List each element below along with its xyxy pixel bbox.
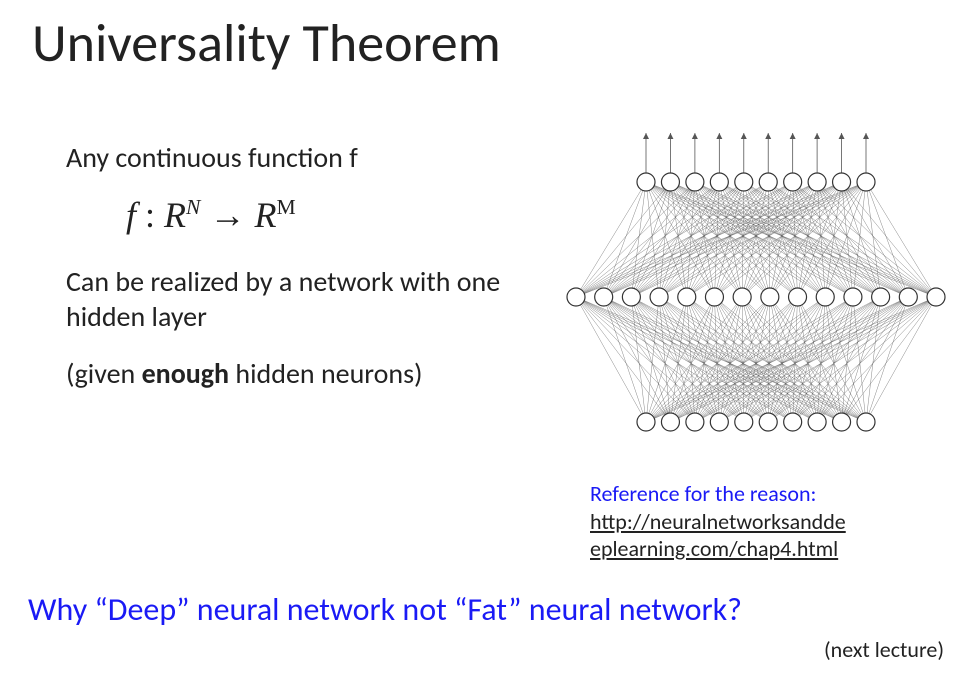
formula: f : RN → RM	[126, 193, 526, 238]
formula-R2: R	[254, 195, 276, 235]
next-lecture-note: (next lecture)	[824, 636, 944, 663]
bottom-question: Why “Deep” neural network not “Fat” neur…	[28, 590, 742, 629]
statement-line-2: Can be realized by a network with one hi…	[66, 264, 526, 334]
formula-arrow: →	[200, 195, 254, 235]
reference-block: Reference for the reason: http://neuraln…	[590, 480, 950, 563]
body-text: Any continuous function f f : RN → RM Ca…	[66, 140, 526, 391]
statement-line-3: (given enough hidden neurons)	[66, 356, 526, 391]
reference-link-line-1: http://neuralnetworksandde	[590, 508, 950, 536]
slide: Universality Theorem Any continuous func…	[0, 0, 974, 685]
formula-sup-N: N	[186, 195, 200, 219]
p3-post: hidden neurons)	[229, 356, 422, 391]
reference-label: Reference for the reason:	[590, 480, 950, 508]
neural-network-diagram	[556, 112, 956, 472]
reference-link-line-2: eplearning.com/chap4.html	[590, 535, 950, 563]
p3-pre: (given	[66, 356, 142, 391]
formula-sup-M: M	[276, 195, 295, 219]
page-title: Universality Theorem	[32, 10, 501, 76]
formula-f: f	[126, 195, 136, 235]
formula-R1: R	[164, 195, 186, 235]
statement-line-1: Any continuous function f	[66, 140, 526, 175]
formula-colon: :	[136, 195, 164, 235]
p3-bold: enough	[142, 356, 230, 391]
